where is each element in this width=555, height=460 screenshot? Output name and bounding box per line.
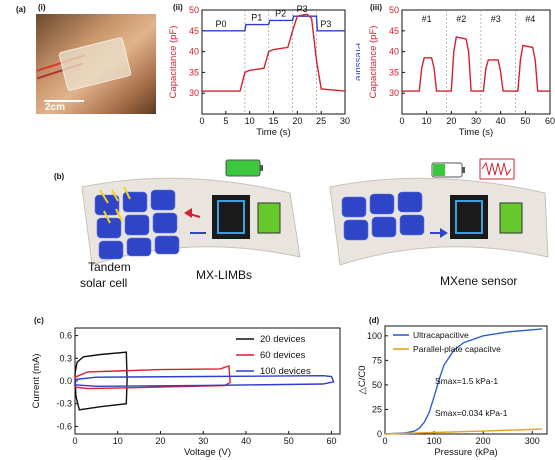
panel-label-a: (a) bbox=[16, 5, 26, 14]
x-axis-label: Time (s) bbox=[459, 127, 493, 138]
y-axis-label: Current (mA) bbox=[31, 354, 42, 409]
tandem-label: Tandem bbox=[88, 260, 131, 274]
y-tick-label: 50 bbox=[189, 5, 199, 15]
y-tick-label: 0.0 bbox=[59, 376, 72, 386]
x-tick-label: 0 bbox=[72, 436, 77, 446]
legend-label: 100 devices bbox=[260, 366, 311, 377]
x-tick-label: 10 bbox=[113, 436, 123, 446]
left-flexible-sheet bbox=[82, 178, 300, 265]
device-photo: 2cm bbox=[36, 14, 156, 114]
y-tick-label: 30 bbox=[189, 88, 199, 98]
event-label: #1 bbox=[422, 14, 432, 24]
y-axis-label: △C/C0 bbox=[357, 366, 368, 395]
y-tick-label: 75 bbox=[372, 355, 382, 365]
x-tick-label: 0 bbox=[399, 116, 404, 126]
y-axis-label: Capacitance (pF) bbox=[168, 26, 179, 99]
x-tick-label: 100 bbox=[427, 436, 442, 446]
y-tick-label: -0.6 bbox=[56, 421, 72, 431]
flexible-device bbox=[58, 37, 132, 92]
x-axis-label: Voltage (V) bbox=[184, 447, 231, 458]
scale-label: 2cm bbox=[45, 102, 65, 113]
event-label: #4 bbox=[525, 14, 535, 24]
pressure-label: P3 bbox=[320, 19, 331, 29]
y-tick-label: 35 bbox=[389, 67, 399, 77]
x-tick-label: 300 bbox=[525, 436, 540, 446]
y-tick-label: 45 bbox=[189, 26, 199, 36]
y-axis-label: Capacitance (pF) bbox=[368, 26, 379, 99]
signal-waveform-icon bbox=[480, 159, 514, 179]
x-tick-label: 30 bbox=[340, 116, 350, 126]
y-tick-label: -0.3 bbox=[56, 399, 72, 409]
x-tick-label: 10 bbox=[422, 116, 432, 126]
chart-ii: 0 5 10 15 20 25 30 30 35 40 45 50 Time (s) Capacitanc… bbox=[160, 0, 360, 140]
x-tick-label: 25 bbox=[316, 116, 326, 126]
chart-c: 0 10 20 30 40 50 60 -0.6 -0.3 0.0 0.3 0.6 Voltage (V… bbox=[0, 312, 350, 460]
pressure-label: P0 bbox=[216, 19, 227, 29]
x-axis-label: Pressure (kPa) bbox=[434, 447, 497, 458]
legend-label: 60 devices bbox=[260, 350, 306, 361]
x-tick-label: 30 bbox=[471, 116, 481, 126]
y-tick-label: 100 bbox=[367, 331, 382, 341]
mxene-sensor-label: MXene sensor bbox=[440, 274, 517, 288]
y-tick-label: 0 bbox=[377, 429, 382, 439]
y-tick-label: 40 bbox=[189, 47, 199, 57]
x-tick-label: 15 bbox=[268, 116, 278, 126]
solar-cell-label: solar cell bbox=[80, 276, 127, 290]
legend-label: 20 devices bbox=[260, 334, 306, 345]
x-tick-label: 0 bbox=[382, 436, 387, 446]
x-tick-label: 200 bbox=[476, 436, 491, 446]
y-tick-label: 0.6 bbox=[59, 331, 72, 341]
annotation-smax-parallel: Smax=0.034 kPa-1 bbox=[435, 408, 508, 418]
legend-label: Parallel-plate capacitve bbox=[413, 344, 501, 354]
y-tick-label: 50 bbox=[389, 5, 399, 15]
event-label: #3 bbox=[491, 14, 501, 24]
pressure-label: P1 bbox=[251, 13, 262, 23]
right-flexible-sheet bbox=[330, 178, 548, 265]
x-tick-label: 60 bbox=[326, 436, 336, 446]
y-tick-label: 45 bbox=[389, 26, 399, 36]
y-tick-label: 35 bbox=[189, 67, 199, 77]
x-tick-label: 20 bbox=[155, 436, 165, 446]
panel-label-i: (i) bbox=[38, 3, 46, 12]
x-tick-label: 5 bbox=[223, 116, 228, 126]
series-line-data bbox=[402, 37, 550, 91]
x-tick-label: 0 bbox=[199, 116, 204, 126]
series-line-100-devices bbox=[75, 376, 334, 387]
x-tick-label: 40 bbox=[496, 116, 506, 126]
y-axis-label-right: Pressure bbox=[353, 43, 360, 81]
x-tick-label: 50 bbox=[284, 436, 294, 446]
x-tick-label: 30 bbox=[198, 436, 208, 446]
x-tick-label: 50 bbox=[520, 116, 530, 126]
y-tick-label: 30 bbox=[389, 88, 399, 98]
mx-limbs-label: MX-LIMBs bbox=[196, 268, 252, 282]
pressure-label: P3 bbox=[297, 4, 308, 14]
pressure-label: P2 bbox=[275, 8, 286, 18]
annotation-smax-ultra: Smax=1.5 kPa-1 bbox=[435, 376, 498, 386]
x-axis-label: Time (s) bbox=[256, 127, 290, 138]
x-tick-label: 20 bbox=[292, 116, 302, 126]
series-line-20-devices bbox=[75, 352, 127, 410]
legend-label: Ultracapacitive bbox=[413, 330, 469, 340]
y-tick-label: 40 bbox=[389, 47, 399, 57]
battery-icon bbox=[226, 160, 263, 176]
plot-frame bbox=[402, 10, 550, 114]
x-tick-label: 20 bbox=[446, 116, 456, 126]
event-label: #2 bbox=[456, 14, 466, 24]
battery-low-icon bbox=[432, 163, 465, 177]
x-tick-label: 60 bbox=[545, 116, 555, 126]
y-tick-label: 50 bbox=[372, 380, 382, 390]
y-tick-label: 0.3 bbox=[59, 353, 72, 363]
x-tick-label: 40 bbox=[241, 436, 251, 446]
y-tick-label: 25 bbox=[372, 404, 382, 414]
chart-iii: 0 10 20 30 40 50 60 30 35 40 45 50 Time (s) Capacitan… bbox=[360, 0, 555, 140]
x-tick-label: 10 bbox=[245, 116, 255, 126]
